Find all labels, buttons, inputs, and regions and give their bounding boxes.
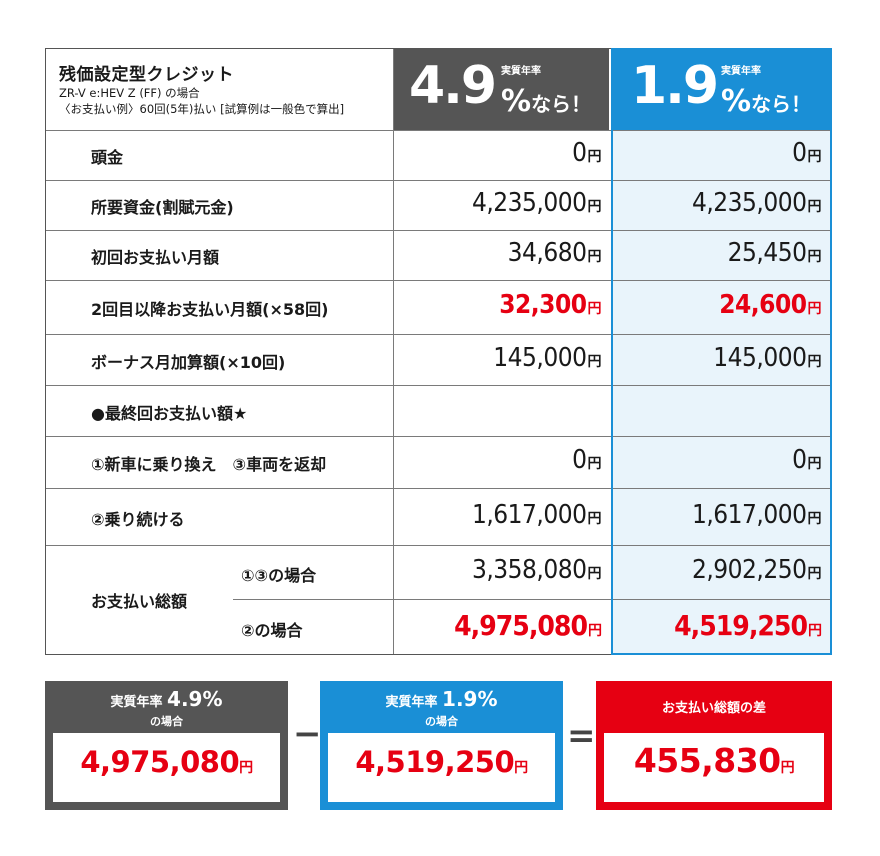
- row-label: ●最終回お支払い額★: [91, 403, 248, 423]
- summary-plan-b: 実質年率 1.9% の場合 4,519,250円: [320, 681, 563, 810]
- row-value-plan-b: 25,450円: [727, 238, 822, 268]
- row-value-plan-b: 24,600円: [719, 290, 821, 320]
- plan-b-column-background: [613, 130, 830, 653]
- row-label: 頭金: [91, 148, 124, 167]
- total-1-plan-b: 2,902,250円: [691, 555, 821, 585]
- plan-a-pct: %なら！: [501, 84, 592, 119]
- plan-b-rate: 1.9: [631, 56, 719, 116]
- plan-b-pct: %なら！: [721, 84, 812, 119]
- summary-plan-a-value: 4,975,080円: [80, 745, 253, 779]
- summary-plan-b-value: 4,519,250円: [355, 745, 528, 779]
- row-label: 所要資金(割賦元金): [91, 198, 234, 217]
- summary-difference: お支払い総額の差 455,830円: [596, 681, 832, 810]
- summary-plan-a: 実質年率 4.9% の場合 4,975,080円: [45, 681, 288, 810]
- row-label: ボーナス月加算額(×10回): [91, 352, 286, 372]
- row-value-plan-b: 0円: [792, 445, 821, 475]
- row-value-plan-b: 0円: [792, 138, 821, 168]
- plan-b-caption: 実質年率: [721, 66, 761, 77]
- row-value-plan-a: 32,300円: [499, 290, 601, 320]
- total-2-plan-b: 4,519,250円: [674, 609, 822, 642]
- row-divider: [45, 130, 832, 131]
- row-value-plan-a: 145,000円: [493, 342, 601, 373]
- row-label: ①新車に乗り換え ③車両を返却: [91, 455, 327, 474]
- row-label: 2回目以降お支払い月額(×58回): [91, 300, 329, 319]
- row-value-plan-b: 145,000円: [713, 342, 821, 373]
- total-2-plan-a: 4,975,080円: [454, 609, 602, 642]
- total-1-plan-a: 3,358,080円: [471, 555, 601, 585]
- row-label: ②乗り続ける: [91, 509, 185, 529]
- plan-a-caption: 実質年率: [501, 66, 541, 77]
- total-label: お支払い総額: [91, 592, 188, 611]
- plan-a-header: 4.9 実質年率 %なら！: [393, 48, 609, 130]
- row-value-plan-b: 4,235,000円: [691, 188, 821, 218]
- row-value-plan-a: 0円: [572, 138, 601, 168]
- model-name: ZR-V e:HEV Z (FF) の場合: [59, 86, 200, 100]
- plan-b-header: 1.9 実質年率 %なら！: [613, 48, 830, 130]
- table-header-info: 残価設定型クレジット ZR-V e:HEV Z (FF) の場合 〈お支払い例〉…: [45, 48, 393, 130]
- equals-sign: =: [567, 716, 596, 756]
- row-value-plan-b: 1,617,000円: [691, 499, 821, 530]
- summary-difference-value: 455,830円: [633, 741, 795, 780]
- row-value-plan-a: 0円: [572, 445, 601, 475]
- payment-example: 〈お支払い例〉60回(5年)払い [試算例は一般色で算出]: [59, 102, 345, 116]
- row-divider: [45, 436, 832, 437]
- row-divider: [233, 599, 832, 600]
- page-title: 残価設定型クレジット: [59, 65, 234, 85]
- row-divider: [45, 545, 832, 546]
- row-label: 初回お支払い月額: [91, 248, 220, 267]
- row-divider: [45, 230, 832, 231]
- row-value-plan-a: 1,617,000円: [471, 499, 601, 530]
- loan-comparison-table: 残価設定型クレジット ZR-V e:HEV Z (FF) の場合 〈お支払い例〉…: [45, 48, 832, 655]
- minus-sign: −: [293, 714, 322, 754]
- row-divider: [45, 385, 832, 386]
- row-divider: [45, 280, 832, 281]
- row-divider: [45, 334, 832, 335]
- row-divider: [45, 180, 832, 181]
- plan-a-rate: 4.9: [409, 56, 497, 116]
- row-value-plan-a: 4,235,000円: [471, 188, 601, 218]
- row-divider: [45, 488, 832, 489]
- row-value-plan-a: 34,680円: [507, 238, 602, 268]
- total-sub-label-1: ①③の場合: [241, 566, 317, 585]
- column-divider: [393, 48, 394, 655]
- total-sub-label-2: ②の場合: [241, 621, 303, 640]
- table-border: [45, 48, 832, 655]
